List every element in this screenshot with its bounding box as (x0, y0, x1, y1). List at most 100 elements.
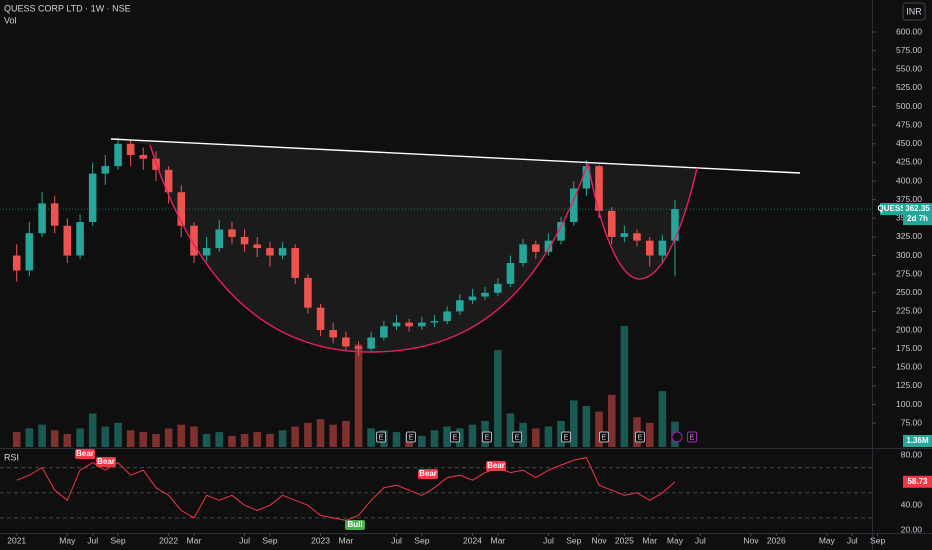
volume-bar (25, 428, 34, 447)
y-tick-label: 400.00 (896, 175, 922, 185)
candle-body (76, 222, 84, 256)
candle-body (443, 311, 451, 322)
earnings-label: E (602, 434, 607, 441)
x-tick-label: Mar (642, 535, 657, 545)
signal-badge (75, 449, 95, 459)
candle-body (481, 292, 489, 297)
earnings-label: E (515, 434, 520, 441)
candle-body (329, 330, 337, 338)
rsi-tick-label: 40.00 (901, 500, 923, 510)
y-tick-label: 200.00 (896, 324, 922, 334)
handle-curve (587, 162, 698, 280)
earnings-label: E (485, 434, 490, 441)
volume-badge (903, 435, 932, 447)
candle-body (468, 296, 477, 301)
x-tick-label: Jul (543, 535, 554, 545)
earnings-label: E (409, 434, 414, 441)
candle-body (38, 203, 46, 234)
earnings-marker (376, 431, 386, 443)
candle-body (202, 248, 211, 256)
x-tick-label: Jul (87, 535, 98, 545)
candle-body (304, 277, 312, 308)
x-tick-label: May (667, 535, 684, 545)
volume-bar (190, 426, 198, 447)
candle-body (430, 321, 439, 323)
volume-bar (266, 433, 274, 447)
candle-body (342, 337, 350, 347)
candle-body (418, 322, 426, 327)
y-tick-label: 225.00 (896, 306, 922, 316)
volume-bar (645, 422, 654, 447)
candle-body (671, 209, 679, 241)
x-tick-label: Jul (847, 535, 858, 545)
volume-bar (418, 435, 426, 447)
volume-bar (101, 426, 110, 447)
volume-bar (88, 413, 97, 447)
rsi-tick-label: 80.00 (901, 449, 923, 459)
volume-bar (342, 420, 350, 447)
rsi-tick-label: 20.00 (901, 525, 923, 535)
earnings-label: E (638, 434, 643, 441)
y-tick-label: 450.00 (896, 138, 922, 148)
candle-body (380, 326, 388, 338)
rsi-label: RSI (4, 452, 19, 462)
candle-body (88, 173, 97, 223)
volume-label: Vol (4, 15, 17, 25)
earnings-label: E (564, 434, 569, 441)
volume-bar (607, 394, 616, 447)
volume-bar (202, 433, 211, 447)
volume-bar (215, 432, 223, 447)
signal-badge (418, 469, 438, 479)
earnings-label: E (379, 434, 384, 441)
candle-body (126, 143, 135, 155)
candle-body (354, 346, 363, 349)
candle-body (177, 192, 186, 226)
signal-label: Bear (97, 457, 115, 466)
x-tick-label: Nov (591, 535, 607, 545)
volume-bar (114, 422, 122, 447)
candle-body (544, 240, 553, 252)
candle-body (519, 244, 527, 263)
volume-bar (12, 432, 21, 447)
volume-bar (595, 411, 603, 447)
x-tick-label: 2023 (311, 535, 330, 545)
candle-body (367, 337, 375, 349)
signal-label: Bear (76, 449, 94, 458)
currency-button[interactable] (902, 2, 926, 21)
volume-bar (177, 424, 186, 447)
x-tick-label: May (819, 535, 836, 545)
volume-bar (570, 400, 578, 447)
y-tick-label: 550.00 (896, 64, 922, 74)
y-tick-label: 325.00 (896, 231, 922, 241)
candle-body (620, 233, 629, 237)
earnings-marker (512, 431, 522, 443)
volume-bar (532, 428, 540, 447)
volume-bar (38, 424, 46, 447)
y-tick-label: 75.00 (901, 417, 923, 427)
x-tick-label: Sep (262, 535, 277, 545)
candle-body (405, 322, 413, 327)
signal-label: Bear (419, 469, 437, 478)
candle-body (658, 240, 667, 256)
candle-body (50, 203, 59, 226)
dividend-marker (671, 431, 683, 443)
candle-body (291, 248, 299, 278)
earnings-marker (450, 431, 460, 443)
earnings-marker (635, 431, 645, 443)
y-tick-label: 475.00 (896, 119, 922, 129)
x-tick-label: Jul (391, 535, 402, 545)
currency-label[interactable]: INR (906, 6, 922, 16)
x-tick-label: Jul (239, 535, 250, 545)
candle-body (114, 143, 122, 167)
x-tick-label: 2021 (7, 535, 26, 545)
volume-bar (354, 344, 363, 447)
candle-body (532, 244, 540, 252)
x-tick-label: Sep (414, 535, 429, 545)
candle-body (139, 154, 148, 159)
chart-title: QUESS CORP LTD · 1W · NSE (4, 3, 131, 13)
price-badge (903, 203, 932, 226)
candle-body (645, 240, 654, 256)
signal-badge (486, 461, 506, 471)
signal-label: Bull (347, 520, 362, 529)
